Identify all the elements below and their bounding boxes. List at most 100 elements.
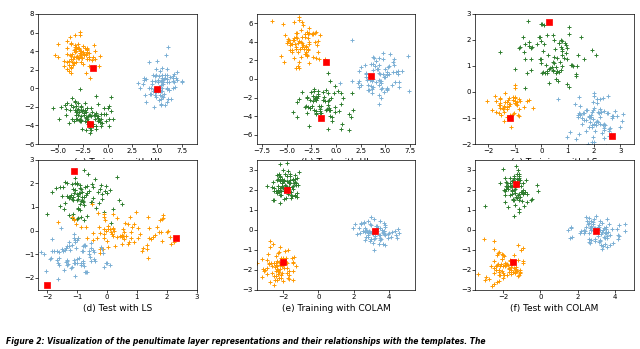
Point [66, 53, 76, 59]
Point [505, 258, 515, 263]
Point [88, 248, 98, 253]
Point [499, 104, 509, 109]
Point [70, 273, 80, 279]
Point [99, 106, 109, 111]
Point [156, 88, 166, 94]
Point [61, 106, 71, 112]
Point [505, 112, 515, 118]
Point [344, 127, 355, 133]
Point [74, 46, 84, 51]
Point [66, 41, 76, 47]
Point [587, 122, 597, 128]
Point [82, 105, 92, 111]
Point [283, 38, 293, 44]
Point [87, 109, 97, 115]
Point [391, 232, 401, 238]
Point [348, 107, 358, 113]
Point [94, 224, 104, 230]
Point [403, 53, 413, 58]
Point [275, 53, 285, 59]
Point [52, 152, 62, 158]
Point [369, 247, 379, 253]
Point [504, 192, 515, 197]
Point [83, 121, 93, 127]
Point [298, 22, 308, 28]
Point [380, 222, 390, 228]
Point [82, 214, 92, 219]
Point [301, 44, 311, 50]
Point [368, 76, 378, 82]
Point [77, 49, 88, 54]
Point [288, 177, 298, 183]
Point [73, 193, 83, 199]
Point [499, 270, 509, 276]
Point [279, 188, 289, 194]
Point [70, 43, 81, 48]
Point [282, 168, 292, 174]
Point [154, 87, 164, 92]
Point [285, 41, 295, 46]
Point [589, 139, 599, 144]
Point [360, 227, 371, 233]
Point [308, 98, 319, 103]
Point [71, 48, 81, 54]
Point [551, 70, 561, 75]
Point [152, 224, 163, 230]
Point [157, 85, 167, 90]
Point [491, 98, 501, 104]
Point [518, 190, 528, 196]
Point [172, 70, 182, 75]
Point [512, 171, 522, 177]
Point [76, 59, 86, 64]
Point [383, 235, 393, 241]
Point [67, 216, 77, 221]
Point [269, 274, 279, 279]
Point [282, 40, 292, 46]
Point [509, 85, 520, 91]
Point [95, 119, 106, 125]
Point [280, 248, 291, 254]
Point [308, 30, 319, 36]
Point [127, 224, 138, 229]
Point [275, 173, 285, 179]
Point [366, 214, 376, 220]
Point [595, 114, 605, 120]
Point [572, 114, 582, 120]
Point [495, 272, 505, 277]
Point [310, 111, 321, 117]
Point [81, 114, 91, 119]
Point [293, 40, 303, 46]
Point [81, 51, 92, 57]
Point [515, 273, 525, 278]
Point [287, 255, 297, 261]
Point [500, 183, 511, 189]
Point [506, 178, 516, 184]
Point [514, 45, 524, 51]
Point [100, 260, 111, 266]
Point [364, 88, 374, 93]
Point [316, 110, 326, 116]
Point [310, 109, 321, 114]
Point [316, 109, 326, 114]
Point [577, 228, 587, 233]
Point [102, 239, 112, 244]
Point [76, 107, 86, 113]
Point [92, 205, 102, 210]
Point [515, 171, 525, 177]
Point [76, 118, 86, 124]
Point [374, 92, 384, 98]
Point [302, 30, 312, 35]
Point [69, 47, 79, 53]
Point [89, 256, 99, 261]
Point [365, 229, 375, 235]
Point [292, 35, 302, 40]
Point [177, 79, 188, 85]
Point [78, 49, 88, 55]
Point [76, 55, 86, 60]
Point [47, 248, 58, 253]
Point [103, 224, 113, 229]
Point [303, 46, 313, 52]
Point [362, 82, 372, 88]
Point [154, 73, 164, 79]
Point [565, 236, 575, 241]
